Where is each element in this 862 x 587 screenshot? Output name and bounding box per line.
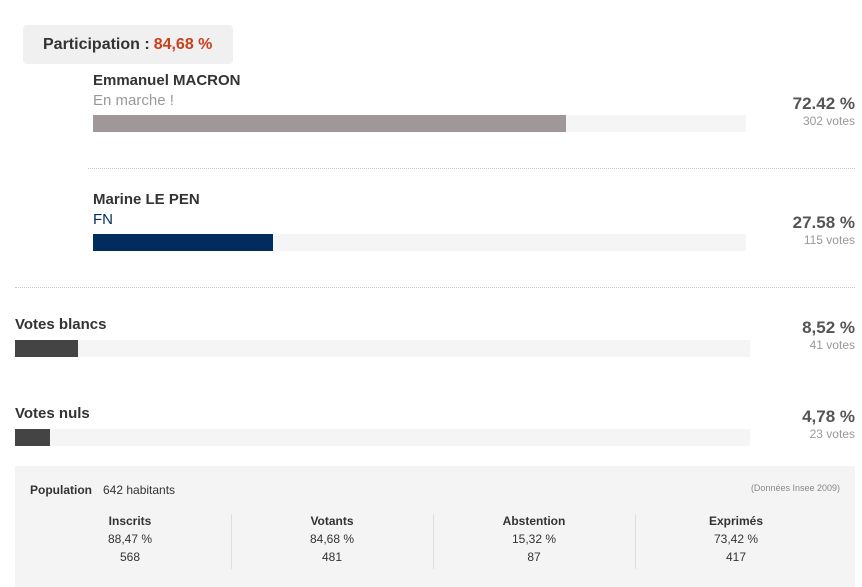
stat-header: Exprimés (708, 514, 764, 528)
column-divider (635, 514, 636, 569)
participation-box: Participation : 84,68 % (23, 25, 233, 64)
stat-count: 87 (527, 550, 541, 564)
stat-percent: 88,47 % (107, 532, 153, 546)
stat-header: Abstention (502, 514, 566, 528)
vote-bar-fill (15, 340, 78, 357)
null-votes-row: Votes nuls 4,78 % 23 votes (15, 405, 855, 450)
vote-bar-fill (15, 429, 51, 446)
null-votes-label: Votes nuls (15, 405, 90, 422)
candidate-row: Marine LE PEN FN 27.58 % 115 votes (93, 191, 855, 251)
stat-column-inscrits: Inscrits 88,47 % 568 (29, 514, 231, 568)
population-value: 642 habitants (103, 483, 176, 497)
vote-count: 23 votes (809, 427, 855, 441)
population-label: Population (30, 483, 92, 497)
stat-column-exprimes: Exprimés 73,42 % 417 (635, 514, 837, 568)
column-divider (433, 514, 434, 569)
stat-percent: 15,32 % (511, 532, 557, 546)
vote-percent: 27.58 % (792, 213, 855, 232)
divider (88, 168, 855, 169)
vote-bar-track (15, 340, 750, 357)
vote-percent: 72.42 % (792, 94, 855, 113)
stat-header: Inscrits (108, 514, 152, 528)
vote-bar-track (93, 115, 746, 132)
candidate-name: Emmanuel MACRON (93, 72, 241, 89)
stat-header: Votants (310, 514, 354, 528)
stat-count: 417 (725, 550, 747, 564)
stat-column-votants: Votants 84,68 % 481 (231, 514, 433, 568)
data-source: (Données Insee 2009) (750, 483, 840, 493)
divider (15, 287, 855, 288)
blank-votes-row: Votes blancs 8,52 % 41 votes (15, 316, 855, 361)
vote-count: 302 votes (802, 114, 855, 128)
vote-bar-fill (93, 115, 566, 132)
stats-panel: Population 642 habitants (Données Insee … (15, 466, 855, 587)
candidate-party: FN (93, 211, 113, 228)
stat-count: 481 (321, 550, 343, 564)
vote-count: 115 votes (803, 233, 855, 247)
stat-percent: 73,42 % (713, 532, 759, 546)
participation-value: 84,68 % (153, 35, 213, 53)
participation-label: Participation : (43, 35, 150, 53)
candidate-row: Emmanuel MACRON En marche ! 72.42 % 302 … (93, 72, 855, 132)
vote-bar-fill (93, 234, 274, 251)
vote-bar-track (93, 234, 746, 251)
candidate-party: En marche ! (93, 92, 174, 109)
stat-percent: 84,68 % (309, 532, 355, 546)
column-divider (231, 514, 232, 569)
stat-count: 568 (119, 550, 141, 564)
vote-bar-track (15, 429, 750, 446)
candidate-name: Marine LE PEN (93, 191, 200, 208)
blank-votes-label: Votes blancs (15, 316, 107, 333)
vote-count: 41 votes (809, 338, 855, 352)
stat-column-abstention: Abstention 15,32 % 87 (433, 514, 635, 568)
vote-percent: 8,52 % (802, 318, 855, 337)
vote-percent: 4,78 % (802, 407, 855, 426)
